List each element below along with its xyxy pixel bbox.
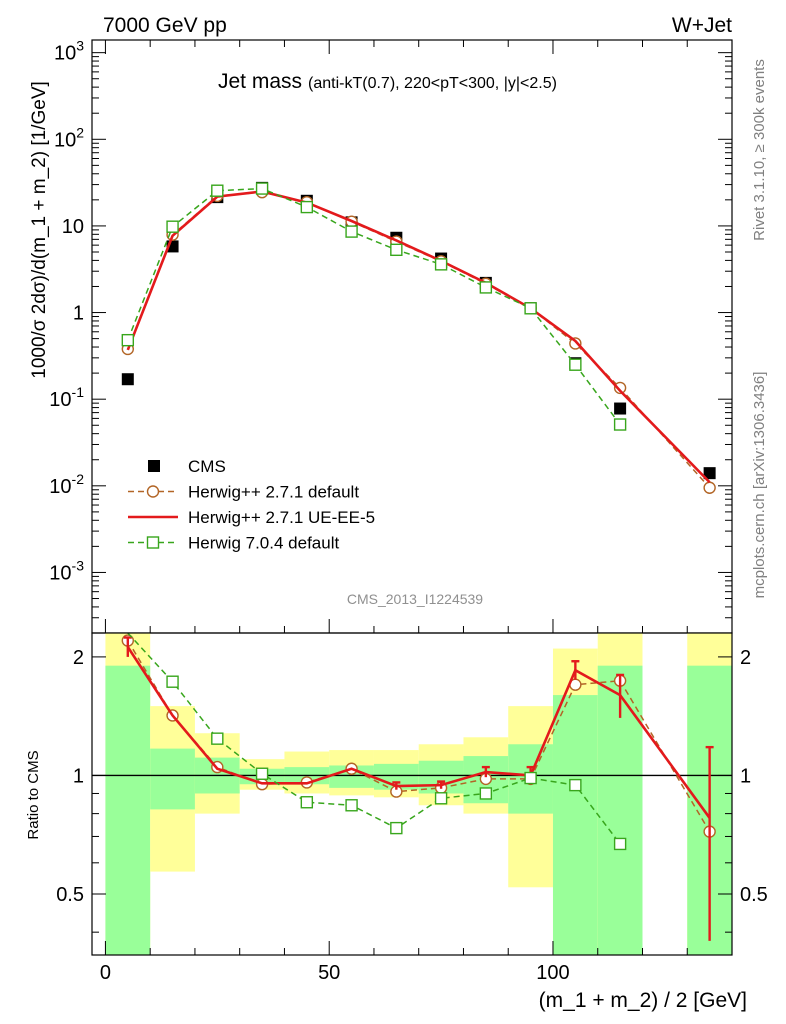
herwig-2-7-1-default-point	[703, 481, 716, 494]
herwig-7-0-4-default-point	[613, 418, 627, 431]
energy-label: 7000 GeV pp	[103, 14, 227, 37]
herwig-7-0-4-default-point	[434, 258, 448, 271]
y-tick-label: 102	[54, 124, 84, 151]
x-tick-label: 50	[318, 962, 340, 984]
ratio-tick-label-right: 2	[740, 647, 751, 669]
ratio-frame	[91, 632, 733, 956]
x-tick-label: 100	[536, 962, 569, 984]
ratio-y-label: Ratio to CMS	[25, 750, 42, 839]
herwig-7-0-4-default-point	[569, 358, 582, 371]
legend-item-cms: CMS	[148, 457, 226, 476]
y-tick-label: 10-1	[49, 384, 84, 411]
legend-marker	[146, 485, 160, 498]
y-tick-label: 10-3	[49, 557, 84, 584]
herwig-7-0-4-default-point	[255, 182, 269, 195]
rivet-label: Rivet 3.1.10, ≥ 300k events	[751, 59, 768, 241]
legend-item-herwig-2-7-1-ue-ee-5: Herwig++ 2.7.1 UE-EE-5	[128, 508, 375, 527]
herwig-7-0-4-default-ratio-point	[166, 675, 179, 688]
herwig-7-0-4-default-point	[166, 220, 179, 233]
legend-label: Herwig++ 2.7.1 default	[188, 483, 359, 502]
herwig-7-0-4-default-point	[121, 333, 135, 347]
plot-title-selection: (anti-kT(0.7), 220<pT<300, |y|<2.5)	[308, 75, 557, 92]
main-marks	[121, 181, 716, 494]
cms-data-point	[121, 373, 134, 386]
uncertainty-band-green	[150, 748, 195, 810]
herwig-7-0-4-default-ratio-point	[390, 821, 403, 835]
herwig-7-0-4-default-ratio-point	[524, 771, 537, 785]
herwig-7-0-4-default-point	[390, 243, 403, 257]
uncertainty-band-green	[105, 665, 151, 955]
herwig-2-7-1-default-point	[613, 381, 627, 395]
main-axes: 10-3 10-2 10-1 1 10 102 103	[49, 38, 733, 634]
herwig-7-0-4-default-ratio-point	[300, 796, 314, 809]
ratio-tick-label: 0.5	[56, 884, 84, 906]
legend-label: CMS	[188, 457, 226, 476]
cms-data-point	[703, 467, 716, 480]
ratio-tick-label: 2	[73, 647, 84, 669]
analysis-label: CMS_2013_I1224539	[347, 591, 483, 607]
legend-label: Herwig 7.0.4 default	[188, 534, 339, 553]
herwig-7-0-4-default-point	[345, 225, 358, 238]
legend-item-herwig-2-7-1-default: Herwig++ 2.7.1 default	[128, 483, 359, 502]
legend-label: Herwig++ 2.7.1 UE-EE-5	[188, 508, 375, 527]
herwig-7-0-4-default-ratio-point	[345, 799, 358, 812]
y-tick-label: 10	[62, 216, 84, 238]
legend-marker	[148, 460, 160, 472]
legend-item-herwig-7-0-4-default: Herwig 7.0.4 default	[128, 534, 339, 553]
main-panel: 10-3 10-2 10-1 1 10 102 103 Jet mass (anti-kT(0…	[29, 38, 733, 634]
process-label: W+Jet	[672, 14, 732, 37]
plot-title: Jet mass (anti-kT(0.7), 220<pT<300, |y|<2…	[218, 70, 557, 93]
cms-data-point	[614, 402, 627, 415]
y-tick-label: 10-2	[49, 471, 84, 498]
herwig-7-0-4-default-ratio-point	[569, 778, 582, 792]
herwig-2-7-1-default-point	[569, 337, 582, 350]
legend-marker	[146, 536, 160, 549]
herwig-7-0-4-default-ratio-point	[434, 792, 448, 805]
herwig-2-7-1-ue-ee-5-line	[126, 190, 711, 484]
ratio-tick-label-right: 1	[740, 765, 751, 787]
y-tick-label: 1	[73, 303, 84, 325]
ratio-marks	[92, 632, 732, 941]
herwig-7-0-4-default-point	[524, 302, 537, 315]
ratio-tick-label-right: 0.5	[740, 884, 768, 906]
y-tick-label: 103	[54, 38, 84, 65]
herwig-7-0-4-default-point	[479, 281, 493, 294]
ratio-tick-label: 1	[73, 765, 84, 787]
y-axis-label: 1000/σ 2dσ)/d(m_1 + m_2) [1/GeV]	[29, 81, 50, 379]
uncertainty-band-green	[552, 695, 598, 955]
ratio-panel: 0 50 100 0.5 0.5 1 1 2 2 Ratio to CMS	[25, 632, 768, 984]
legend: CMS Herwig++ 2.7.1 default Herwig++ 2.7.1 …	[128, 457, 375, 553]
ratio-bands	[105, 633, 732, 955]
herwig-7-0-4-default-point	[300, 200, 314, 214]
x-tick-label: 0	[100, 962, 111, 984]
herwig-2-7-1-default-line	[127, 191, 711, 489]
herwig-7-0-4-default-ratio-point	[479, 787, 493, 800]
herwig-7-0-4-default-ratio-point	[255, 767, 269, 780]
herwig-7-0-4-default-point	[211, 184, 224, 197]
mcplots-label: mcplots.cern.ch [arXiv:1306.3436]	[751, 372, 768, 599]
herwig-7-0-4-default-ratio-point	[613, 837, 627, 851]
x-axis-label: (m_1 + m_2) / 2 [GeV]	[539, 989, 747, 1012]
ratio-axes: 0 50 100 0.5 0.5 1 1 2 2	[56, 647, 768, 984]
herwig-7-0-4-default-ratio-point	[211, 732, 224, 745]
herwig-7-0-4-default-line	[127, 187, 621, 425]
